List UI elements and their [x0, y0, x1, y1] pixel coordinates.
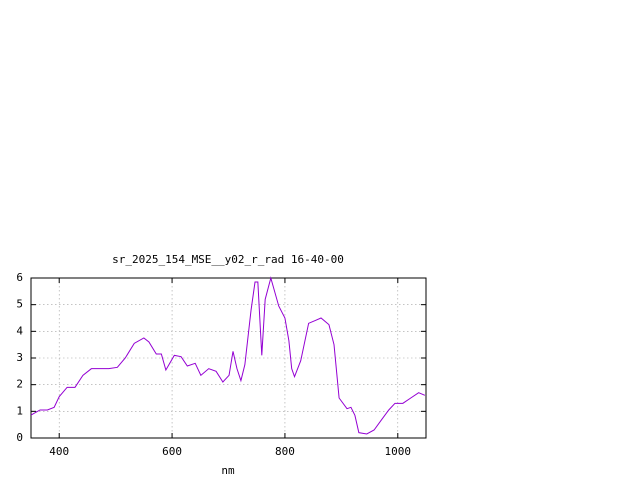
y-tick-label: 0: [16, 431, 23, 444]
x-tick-label: 600: [162, 445, 182, 458]
x-tick-label: 800: [275, 445, 295, 458]
chart-title: sr_2025_154_MSE__y02_r_rad 16-40-00: [112, 253, 344, 266]
x-tick-label: 1000: [385, 445, 412, 458]
y-tick-label: 4: [16, 324, 23, 337]
data-line: [30, 276, 426, 435]
y-tick-label: 5: [16, 298, 23, 311]
y-tick-label: 2: [16, 378, 23, 391]
y-tick-label: 3: [16, 351, 23, 364]
x-tick-label: 400: [49, 445, 69, 458]
y-tick-label: 6: [16, 271, 23, 284]
x-axis-label: nm: [221, 464, 235, 477]
plot-border: [30, 277, 427, 439]
y-tick-label: 1: [16, 404, 23, 417]
